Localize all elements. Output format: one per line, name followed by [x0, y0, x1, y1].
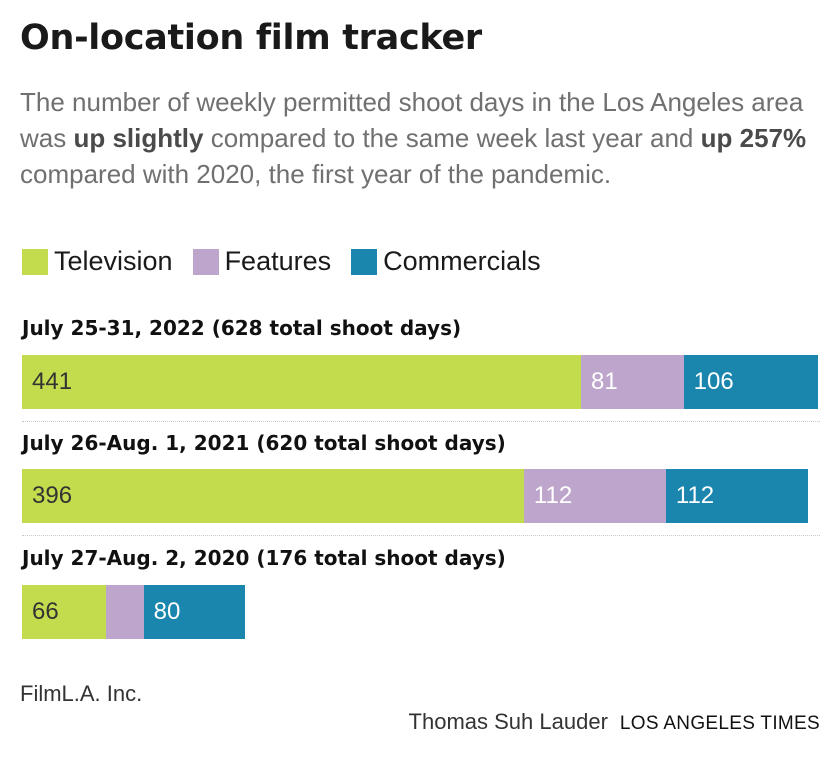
bar-category-label: July 25-31, 2022 (628 total shoot days)	[22, 316, 462, 340]
legend-item-television: Television	[22, 246, 173, 277]
stacked-bar-2022: 441 81 106	[22, 355, 818, 409]
legend-swatch	[192, 248, 219, 275]
stacked-bar-2021: 396 112 112	[22, 469, 808, 523]
legend-label: Television	[54, 246, 173, 276]
segment-value-label: 112	[533, 482, 573, 509]
chart-title: On-location film tracker	[20, 18, 482, 58]
chart-subtitle: The number of weekly permitted shoot day…	[20, 84, 820, 192]
subtitle-emphasis: up 257%	[700, 123, 807, 153]
legend-label: Features	[224, 246, 332, 276]
segment-value-label: 396	[32, 482, 73, 509]
legend-swatch	[22, 248, 48, 275]
segment-value-label: 80	[153, 598, 181, 625]
legend-item-commercials: Commercials	[351, 246, 541, 277]
stacked-bar-2020: 66 80	[22, 585, 246, 639]
subtitle-text: compared with 2020, the first year of th…	[20, 159, 612, 189]
segment-television: 396	[22, 469, 524, 523]
subtitle-text: The number of weekly permitted shoot day…	[20, 87, 804, 153]
segment-television: 441	[22, 355, 581, 409]
subtitle-text: compared to the same week last year and	[203, 123, 701, 153]
segment-value-label: 66	[32, 598, 59, 625]
legend-label: Commercials	[383, 246, 541, 276]
segment-features: 112	[523, 469, 666, 523]
segment-value-label: 81	[590, 368, 618, 395]
row-divider	[22, 421, 820, 422]
credit-line: Thomas Suh Lauder LOS ANGELES TIMES	[409, 709, 820, 735]
segment-commercials: 80	[143, 585, 246, 639]
segment-features: 81	[580, 355, 684, 409]
outlet-name: LOS ANGELES TIMES	[619, 713, 820, 734]
row-divider	[22, 535, 820, 536]
segment-value-label: 441	[32, 368, 73, 395]
legend-swatch	[351, 248, 378, 275]
segment-value-label: 112	[675, 482, 715, 509]
author-credit: Thomas Suh Lauder	[408, 709, 608, 734]
legend-item-features: Features	[192, 246, 332, 277]
source-note: FilmL.A. Inc.	[20, 681, 143, 706]
segment-television: 66	[22, 585, 106, 639]
segment-value-label: 106	[693, 368, 734, 395]
segment-commercials: 112	[665, 469, 808, 523]
segment-features	[105, 585, 144, 639]
bar-category-label: July 27-Aug. 2, 2020 (176 total shoot da…	[22, 546, 506, 570]
legend: Television Features Commercials	[22, 246, 561, 277]
subtitle-emphasis: up slightly	[73, 123, 204, 153]
bar-category-label: July 26-Aug. 1, 2021 (620 total shoot da…	[22, 431, 506, 455]
segment-commercials: 106	[683, 355, 818, 409]
